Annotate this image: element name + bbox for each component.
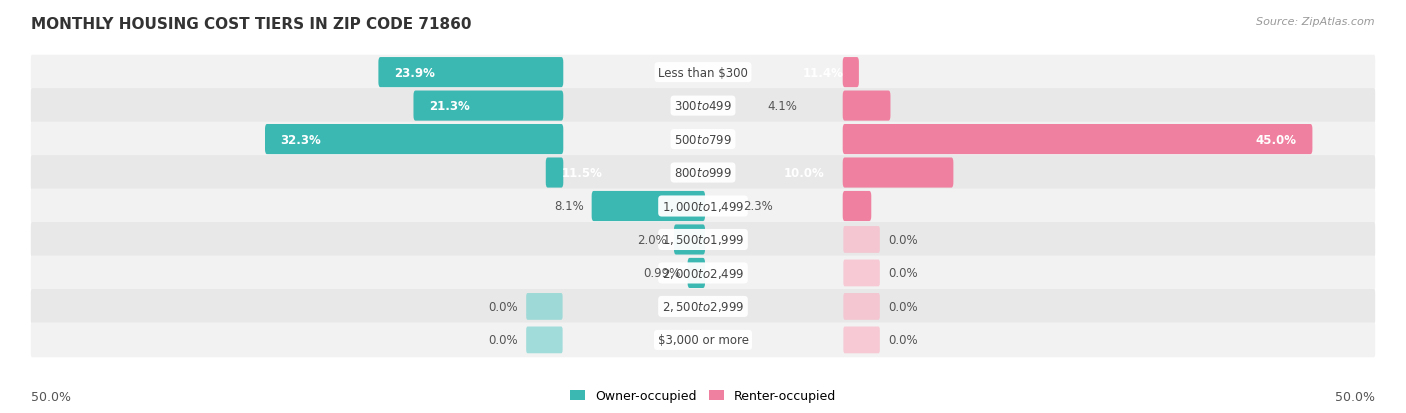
Text: 0.99%: 0.99% [643, 267, 681, 280]
FancyBboxPatch shape [31, 323, 1375, 357]
Legend: Owner-occupied, Renter-occupied: Owner-occupied, Renter-occupied [565, 385, 841, 408]
Text: 50.0%: 50.0% [31, 390, 70, 403]
FancyBboxPatch shape [31, 223, 1375, 257]
Text: Source: ZipAtlas.com: Source: ZipAtlas.com [1257, 17, 1375, 26]
FancyBboxPatch shape [378, 58, 564, 88]
Text: $2,000 to $2,499: $2,000 to $2,499 [662, 266, 744, 280]
Text: 10.0%: 10.0% [783, 166, 824, 180]
FancyBboxPatch shape [844, 293, 880, 320]
Text: $2,500 to $2,999: $2,500 to $2,999 [662, 300, 744, 313]
FancyBboxPatch shape [31, 56, 1375, 90]
FancyBboxPatch shape [546, 158, 564, 188]
FancyBboxPatch shape [673, 225, 704, 255]
FancyBboxPatch shape [31, 189, 1375, 224]
Text: $3,000 or more: $3,000 or more [658, 334, 748, 347]
Text: 2.0%: 2.0% [637, 233, 666, 247]
Text: $800 to $999: $800 to $999 [673, 166, 733, 180]
FancyBboxPatch shape [844, 327, 880, 354]
Text: 2.3%: 2.3% [744, 200, 773, 213]
Text: 11.4%: 11.4% [803, 66, 844, 79]
FancyBboxPatch shape [592, 192, 704, 221]
FancyBboxPatch shape [526, 293, 562, 320]
FancyBboxPatch shape [31, 89, 1375, 123]
Text: 0.0%: 0.0% [488, 300, 517, 313]
FancyBboxPatch shape [31, 122, 1375, 157]
FancyBboxPatch shape [842, 192, 872, 221]
FancyBboxPatch shape [264, 125, 564, 155]
Text: 23.9%: 23.9% [394, 66, 434, 79]
Text: $300 to $499: $300 to $499 [673, 100, 733, 113]
FancyBboxPatch shape [688, 258, 704, 288]
FancyBboxPatch shape [842, 158, 953, 188]
FancyBboxPatch shape [526, 327, 562, 354]
FancyBboxPatch shape [31, 256, 1375, 291]
Text: 11.5%: 11.5% [561, 166, 602, 180]
Text: 0.0%: 0.0% [889, 300, 918, 313]
FancyBboxPatch shape [842, 125, 1312, 155]
Text: $1,500 to $1,999: $1,500 to $1,999 [662, 233, 744, 247]
Text: 0.0%: 0.0% [488, 334, 517, 347]
Text: 8.1%: 8.1% [554, 200, 585, 213]
Text: 0.0%: 0.0% [889, 233, 918, 247]
FancyBboxPatch shape [842, 91, 890, 121]
FancyBboxPatch shape [844, 260, 880, 287]
Text: 45.0%: 45.0% [1256, 133, 1296, 146]
Text: MONTHLY HOUSING COST TIERS IN ZIP CODE 71860: MONTHLY HOUSING COST TIERS IN ZIP CODE 7… [31, 17, 471, 31]
Text: 0.0%: 0.0% [889, 267, 918, 280]
Text: 32.3%: 32.3% [281, 133, 322, 146]
Text: 4.1%: 4.1% [768, 100, 797, 113]
Text: $500 to $799: $500 to $799 [673, 133, 733, 146]
Text: 0.0%: 0.0% [889, 334, 918, 347]
FancyBboxPatch shape [844, 227, 880, 253]
Text: 21.3%: 21.3% [429, 100, 470, 113]
FancyBboxPatch shape [31, 156, 1375, 190]
Text: Less than $300: Less than $300 [658, 66, 748, 79]
FancyBboxPatch shape [842, 58, 859, 88]
Text: 50.0%: 50.0% [1336, 390, 1375, 403]
FancyBboxPatch shape [413, 91, 564, 121]
FancyBboxPatch shape [31, 290, 1375, 324]
Text: $1,000 to $1,499: $1,000 to $1,499 [662, 199, 744, 214]
